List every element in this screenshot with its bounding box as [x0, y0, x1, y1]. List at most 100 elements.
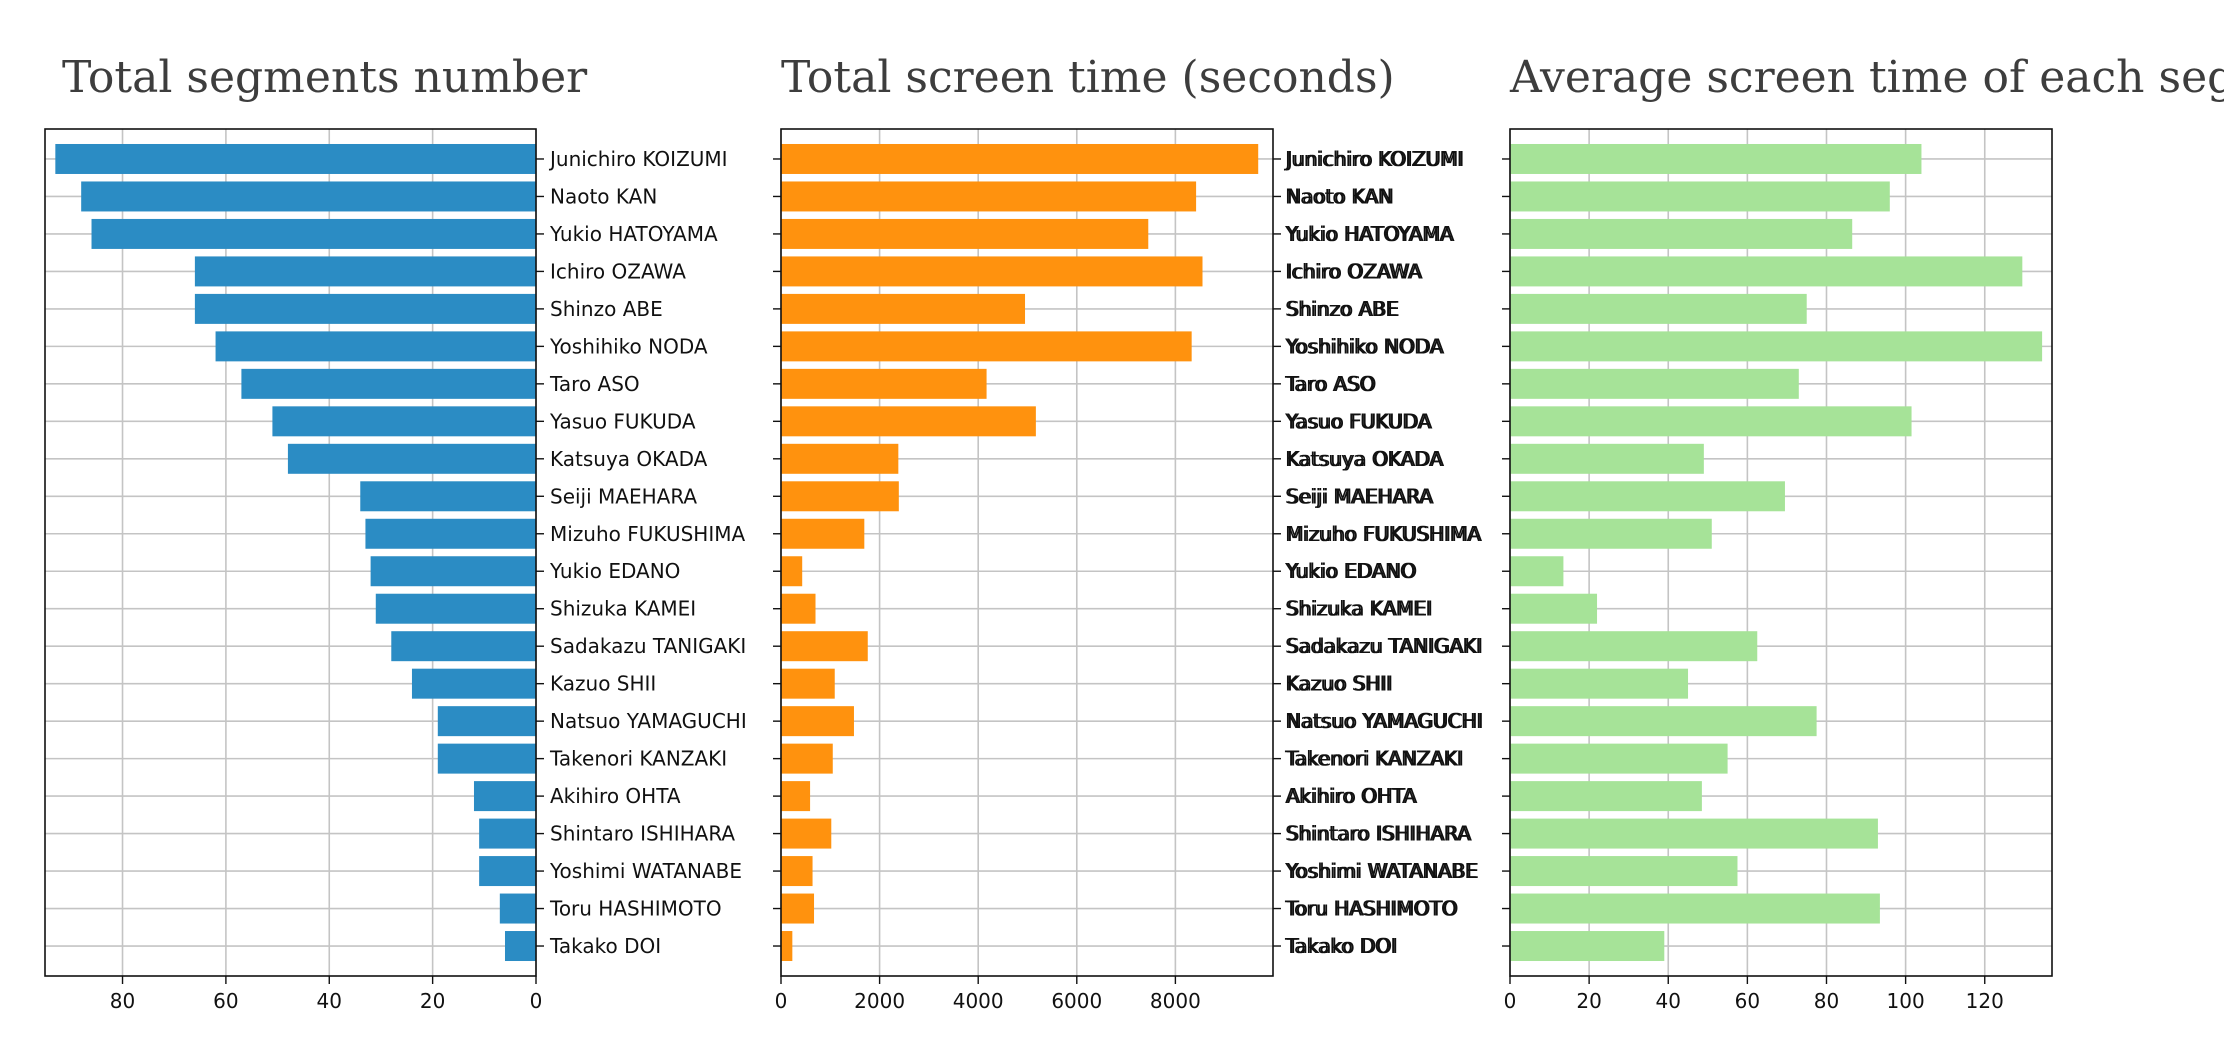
bar-total-segments-12 [375, 593, 536, 624]
bar-average-screen-time-4 [1510, 293, 1807, 324]
category-label: Natsuo YAMAGUCHI [550, 709, 747, 733]
bar-total-screen-time-6 [781, 368, 987, 399]
bar-total-segments-16 [437, 743, 536, 774]
bar-average-screen-time-1 [1510, 181, 1890, 212]
bar-total-segments-9 [360, 481, 536, 512]
bar-average-screen-time-12 [1510, 593, 1598, 624]
bar-average-screen-time-3 [1510, 256, 2023, 287]
x-tick-label: 2000 [854, 989, 905, 1013]
x-tick-label: 0 [775, 989, 788, 1013]
category-label: Kazuo SHII [550, 672, 656, 696]
category-label: Yasuo FUKUDA [1284, 409, 1431, 433]
x-tick-label: 20 [1576, 989, 1601, 1013]
bar-average-screen-time-21 [1510, 931, 1665, 962]
bar-total-screen-time-0 [781, 143, 1259, 174]
category-label: Seiji MAEHARA [550, 484, 697, 508]
category-label: Naoto KAN [550, 184, 657, 208]
bar-total-segments-17 [473, 781, 536, 812]
bar-average-screen-time-7 [1510, 406, 1912, 437]
bar-total-screen-time-19 [781, 856, 813, 887]
category-label: Ichiro OZAWA [1285, 259, 1421, 283]
category-label: Yasuo FUKUDA [549, 409, 696, 433]
bar-total-screen-time-17 [781, 781, 811, 812]
category-label: Yukio EDANO [1284, 559, 1415, 583]
category-label: Yoshihiko NODA [1286, 334, 1445, 358]
category-label: Katsuya OKADA [1285, 447, 1443, 471]
category-label: Shintaro ISHIHARA [1285, 822, 1470, 846]
x-tick-label: 120 [1966, 989, 2004, 1013]
chart-title-total-screen-time: Total screen time (seconds) [781, 52, 1395, 103]
plot-frame [1509, 128, 2053, 977]
bar-total-screen-time-1 [781, 181, 1197, 212]
category-label: Junichiro KOIZUMI [1285, 147, 1465, 171]
category-label: Sadakazu TANIGAKI [1285, 634, 1481, 658]
category-label: Kazuo SHII [1287, 672, 1393, 696]
bar-total-screen-time-18 [781, 818, 832, 849]
bar-total-segments-14 [411, 668, 536, 699]
x-tick-label: 0 [1504, 989, 1517, 1013]
bar-total-screen-time-4 [781, 293, 1026, 324]
bar-total-screen-time-9 [781, 481, 899, 512]
bar-average-screen-time-19 [1510, 856, 1738, 887]
bar-total-screen-time-12 [781, 593, 816, 624]
category-label: Shintaro ISHIHARA [1287, 822, 1472, 846]
bar-total-screen-time-13 [781, 631, 868, 662]
category-label: Natsuo YAMAGUCHI [1287, 709, 1484, 733]
x-tick-label: 60 [213, 989, 238, 1013]
category-label: Toru HASHIMOTO [1284, 897, 1457, 921]
category-label: Yukio HATOYAMA [1284, 222, 1453, 246]
category-label: Taro ASO [1286, 372, 1377, 396]
category-label: Yukio HATOYAMA [549, 222, 718, 246]
bar-average-screen-time-20 [1510, 893, 1880, 924]
category-label: Toru HASHIMOTO [1286, 897, 1459, 921]
bar-total-segments-21 [504, 931, 536, 962]
x-tick-label: 8000 [1150, 989, 1201, 1013]
category-label: Junichiro KOIZUMI [1283, 147, 1463, 171]
category-label: Takenori KANZAKI [1286, 747, 1464, 771]
bar-total-screen-time-5 [781, 331, 1192, 362]
bar-average-screen-time-11 [1510, 556, 1564, 587]
bar-total-screen-time-15 [781, 706, 854, 737]
category-label: Takako DOI [1284, 934, 1396, 958]
bar-total-segments-7 [272, 406, 536, 437]
category-label: Yoshimi WATANABE [1286, 859, 1479, 883]
bar-average-screen-time-9 [1510, 481, 1785, 512]
category-label: Takenori KANZAKI [549, 747, 727, 771]
bar-average-screen-time-10 [1510, 518, 1712, 549]
category-label: Mizuho FUKUSHIMA [1287, 522, 1483, 546]
category-label: Ichiro OZAWA [550, 259, 686, 283]
category-label: Shintaro ISHIHARA [550, 822, 735, 846]
bar-total-segments-0 [55, 143, 536, 174]
category-label: Shinzo ABE [1287, 297, 1400, 321]
bar-total-segments-1 [81, 181, 536, 212]
category-label: Natsuo YAMAGUCHI [1285, 709, 1482, 733]
bar-total-segments-15 [437, 706, 536, 737]
category-label: Akihiro OHTA [550, 784, 681, 808]
x-tick-label: 100 [1887, 989, 1925, 1013]
panel-total-segments: Total segments number 80 60 40 20 0 Junichiro … [44, 52, 747, 1013]
category-label: Yasuo FUKUDA [1286, 409, 1433, 433]
category-label: Shinzo ABE [1285, 297, 1398, 321]
category-label: Naoto KAN [1287, 184, 1394, 208]
panel-average-screen-time: Average screen time of each segment 0 20 40… [1283, 52, 2224, 1013]
category-label: Yoshihiko NODA [1284, 334, 1443, 358]
category-label: Akihiro OHTA [1285, 784, 1416, 808]
category-label: Sadakazu TANIGAKI [550, 634, 746, 658]
category-label: Junichiro KOIZUMI [548, 147, 728, 171]
category-label: Naoto KAN [1285, 184, 1392, 208]
bar-average-screen-time-16 [1510, 743, 1728, 774]
category-label: Seiji MAEHARA [1285, 484, 1432, 508]
bar-total-screen-time-3 [781, 256, 1203, 287]
bar-total-screen-time-10 [781, 518, 865, 549]
x-tick-label: 40 [317, 989, 342, 1013]
bar-average-screen-time-5 [1510, 331, 2043, 362]
x-tick-label: 0 [530, 989, 543, 1013]
bar-total-segments-4 [194, 293, 536, 324]
bar-total-screen-time-16 [781, 743, 833, 774]
bar-average-screen-time-14 [1510, 668, 1689, 699]
category-label: Katsuya OKADA [1287, 447, 1445, 471]
chart-title-total-segments: Total segments number [62, 52, 588, 103]
bar-total-segments-10 [365, 518, 536, 549]
x-tick-label: 60 [1735, 989, 1760, 1013]
bar-average-screen-time-13 [1510, 631, 1758, 662]
